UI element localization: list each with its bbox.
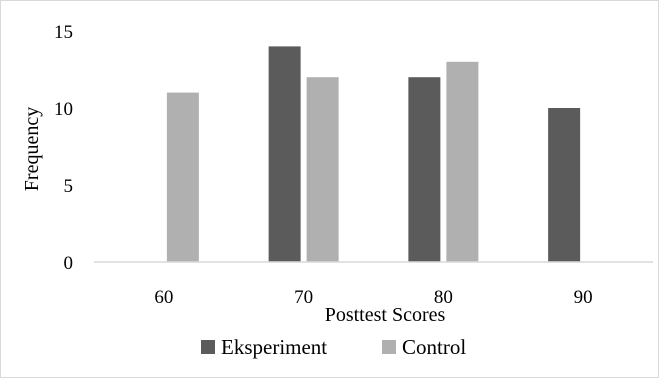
bar-eksperiment-70 xyxy=(268,46,301,263)
bars-layer xyxy=(166,46,581,263)
y-tick-label: 5 xyxy=(64,176,74,197)
x-tick-label: 90 xyxy=(574,287,593,308)
legend-swatch-eksperiment xyxy=(201,340,215,354)
bar-eksperiment-80 xyxy=(408,77,441,262)
bar-control-70 xyxy=(306,77,339,262)
x-axis-ticks: 60 70 80 90 xyxy=(154,287,592,308)
y-axis-ticks: 0 5 10 15 xyxy=(54,22,73,274)
bar-control-80 xyxy=(446,61,479,262)
legend-label-eksperiment: Eksperiment xyxy=(221,335,327,359)
y-tick-label: 15 xyxy=(54,22,73,43)
legend-swatch-control xyxy=(382,340,396,354)
legend-label-control: Control xyxy=(402,335,466,359)
bar-control-60 xyxy=(166,92,199,262)
legend: Eksperiment Control xyxy=(201,335,466,359)
y-axis-title: Frequency xyxy=(21,107,43,191)
x-tick-label: 70 xyxy=(294,287,313,308)
x-tick-label: 60 xyxy=(154,287,173,308)
bar-eksperiment-90 xyxy=(548,108,581,262)
x-tick-label: 80 xyxy=(434,287,453,308)
y-tick-label: 10 xyxy=(54,99,73,120)
x-axis-title: Posttest Scores xyxy=(325,304,446,326)
y-tick-label: 0 xyxy=(64,253,74,274)
